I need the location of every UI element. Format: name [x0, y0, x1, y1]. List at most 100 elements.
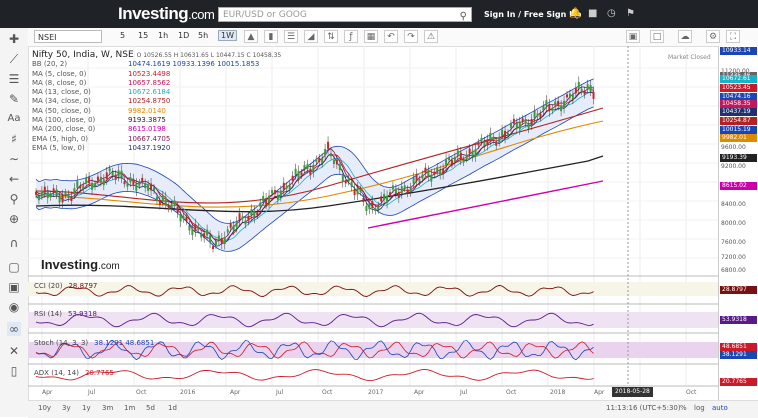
measure-icon[interactable]: ∼: [8, 152, 20, 166]
zoom-in-icon[interactable]: ⊕: [8, 212, 20, 226]
candle-body: [415, 174, 418, 182]
bell-icon[interactable]: 🔔: [569, 8, 582, 19]
range-3m[interactable]: 3m: [102, 404, 114, 412]
brush-icon[interactable]: ✎: [8, 92, 20, 106]
legend-row[interactable]: EMA (5, low, 0) 10437.1920: [32, 144, 281, 153]
candle-body: [253, 210, 256, 218]
magnifier-icon[interactable]: ⚲: [9, 192, 19, 206]
flag-icon[interactable]: ⚑: [626, 8, 635, 19]
back-arrow-icon[interactable]: ←: [8, 172, 20, 186]
range-1d[interactable]: 1d: [168, 404, 177, 412]
settings-icon[interactable]: ⚙: [706, 30, 720, 43]
magnet-icon[interactable]: ∩: [9, 236, 19, 250]
timeframe-1d[interactable]: 1D: [178, 31, 190, 40]
timeframe-5h[interactable]: 5h: [198, 31, 209, 40]
bars-icon[interactable]: ☰: [284, 30, 298, 43]
candle-body: [335, 159, 338, 165]
search-input[interactable]: EUR/USD or GOOG ⚲: [218, 7, 472, 22]
briefcase-icon[interactable]: ■: [588, 8, 598, 19]
candles-icon[interactable]: ▮: [264, 30, 278, 43]
legend-row[interactable]: MA (34, close, 0) 10254.8750: [32, 97, 281, 106]
legend-value: 10523.4498: [128, 69, 171, 78]
text-tool-icon[interactable]: Aa: [7, 113, 21, 124]
ma200-line: [367, 180, 604, 229]
price-tag: 10437.19: [720, 108, 757, 116]
ruler-icon[interactable]: ▢: [8, 260, 20, 274]
undo-icon[interactable]: ↶: [384, 30, 398, 43]
candle-body: [209, 235, 212, 243]
auto-toggle[interactable]: auto: [712, 404, 728, 412]
area-icon[interactable]: ◢: [304, 30, 318, 43]
legend-row[interactable]: MA (200, close, 0) 8615.0198: [32, 125, 281, 134]
investing-watermark: Investing.com: [41, 257, 120, 272]
symbol-input[interactable]: NSEI: [34, 30, 102, 43]
candle-body: [445, 158, 448, 166]
stoch-pane-label: Stoch (14, 3, 3) 38.1291 48.6851: [34, 339, 155, 347]
range-1y[interactable]: 1y: [82, 404, 91, 412]
legend-row[interactable]: MA (50, close, 0) 9982.0140: [32, 107, 281, 116]
candle-body: [483, 141, 486, 147]
timeframe-15[interactable]: 15: [138, 31, 149, 40]
range-1m[interactable]: 1m: [124, 404, 136, 412]
candle-body: [568, 93, 571, 98]
candle-body: [406, 189, 409, 194]
timeframe-1h[interactable]: 1h: [158, 31, 169, 40]
candle-body: [560, 105, 563, 112]
candle-body: [73, 188, 76, 195]
candle-body: [318, 157, 321, 162]
candle-body: [583, 90, 586, 95]
legend-row[interactable]: EMA (5, high, 0) 10667.4705: [32, 135, 281, 144]
chart-toolbar: NSEI 5 15 1h 1D 5h 1W ▲ ▮ ☰ ◢ ⇅ ƒ ▦ ↶ ↷ …: [28, 28, 758, 47]
candle-body: [259, 202, 262, 207]
candle-body: [217, 235, 220, 241]
compare-icon[interactable]: ⇅: [324, 30, 338, 43]
redo-icon[interactable]: ↷: [404, 30, 418, 43]
clock-icon[interactable]: ◷: [607, 8, 616, 19]
candle-body: [557, 100, 560, 106]
investing-logo[interactable]: Investing.com: [118, 4, 215, 23]
legend-row[interactable]: MA (8, close, 0) 10657.8562: [32, 79, 281, 88]
legend-row[interactable]: MA (13, close, 0) 10672.6184: [32, 88, 281, 97]
chart-area[interactable]: Nifty 50, India, W, NSE O 10526.55 H 106…: [28, 46, 718, 400]
candle-body: [49, 194, 52, 198]
fullscreen-icon[interactable]: ⛶: [726, 30, 740, 43]
candle-body: [439, 170, 442, 176]
horizontal-lines-icon[interactable]: ☰: [8, 72, 20, 86]
pattern-icon[interactable]: ♯: [11, 132, 17, 146]
time-tick: Apr: [230, 389, 241, 396]
price-tag: 9982.01: [720, 134, 757, 142]
legend-row[interactable]: BB (20, 2) 10474.1619 10933.1396 10015.18…: [32, 60, 281, 69]
layout-icon[interactable]: □: [650, 30, 664, 43]
price-axis[interactable]: 11200.0010800.0010400.0010000.009600.009…: [718, 46, 758, 400]
price-tag: 10458.35: [720, 100, 757, 108]
legend-row[interactable]: MA (5, close, 0) 10523.4498: [32, 70, 281, 79]
templates-icon[interactable]: ▦: [364, 30, 378, 43]
range-5d[interactable]: 5d: [146, 404, 155, 412]
chart-type-icon[interactable]: ▲: [244, 30, 258, 43]
legend-row[interactable]: MA (100, close, 0) 9193.3875: [32, 116, 281, 125]
candle-body: [350, 181, 353, 187]
crosshair-icon[interactable]: ✚: [8, 32, 20, 46]
camera-icon[interactable]: ▣: [626, 30, 640, 43]
percent-toggle[interactable]: %: [680, 404, 687, 412]
time-tick: Jul: [276, 389, 284, 396]
price-chart-svg[interactable]: [28, 46, 718, 400]
timeframe-5[interactable]: 5: [120, 31, 126, 40]
candle-body: [524, 118, 527, 123]
cloud-icon[interactable]: ☁: [678, 30, 692, 43]
log-toggle[interactable]: log: [694, 404, 705, 412]
lock-icon[interactable]: ▣: [8, 280, 20, 294]
trendline-icon[interactable]: ⟋: [9, 52, 19, 66]
candle-body: [167, 205, 170, 209]
range-3y[interactable]: 3y: [62, 404, 71, 412]
trash-icon[interactable]: ▯: [10, 364, 18, 378]
link-icon[interactable]: ∞: [7, 322, 21, 336]
cross-tool-icon[interactable]: ✕: [8, 344, 20, 358]
timeframe-1w[interactable]: 1W: [218, 30, 237, 41]
indicators-icon[interactable]: ƒ: [344, 30, 358, 43]
alert-icon[interactable]: ⚠: [424, 30, 438, 43]
range-10y[interactable]: 10y: [38, 404, 52, 412]
sign-in-link[interactable]: Sign In / Free Sign Up: [484, 10, 582, 19]
search-icon[interactable]: ⚲: [459, 11, 467, 22]
eye-icon[interactable]: ◉: [8, 300, 20, 314]
